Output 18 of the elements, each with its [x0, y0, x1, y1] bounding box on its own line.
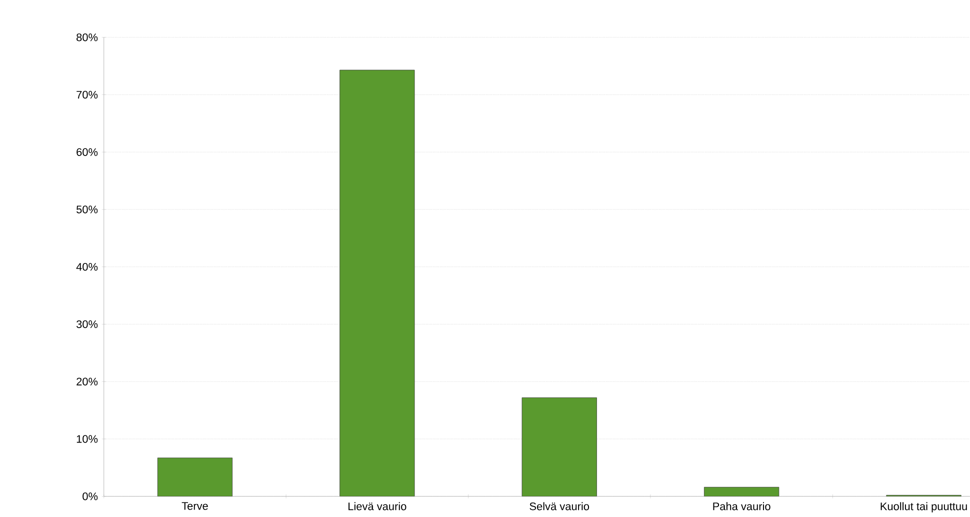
- x-tick-label: Lievä vaurio: [348, 502, 406, 510]
- y-tick-label: 20%: [76, 378, 98, 386]
- y-tick-label: 60%: [76, 148, 98, 156]
- x-tick-label: Kuollut tai puuttuu: [880, 502, 967, 512]
- y-tick-label: 10%: [76, 435, 98, 443]
- bar: [522, 397, 597, 496]
- y-tick-label: 30%: [76, 320, 98, 328]
- y-tick-label: 70%: [76, 90, 98, 99]
- bar: [340, 70, 415, 496]
- y-tick-label: 50%: [76, 206, 98, 214]
- x-tick-label: Terve: [182, 502, 208, 510]
- y-tick-label: 40%: [76, 262, 98, 271]
- y-tick-label: 0%: [82, 492, 98, 500]
- x-tick-label: Selvä vaurio: [530, 502, 590, 510]
- y-tick-label: 80%: [76, 33, 98, 42]
- bar: [157, 458, 233, 496]
- x-tick-label: Paha vaurio: [713, 502, 770, 510]
- bar: [704, 487, 779, 496]
